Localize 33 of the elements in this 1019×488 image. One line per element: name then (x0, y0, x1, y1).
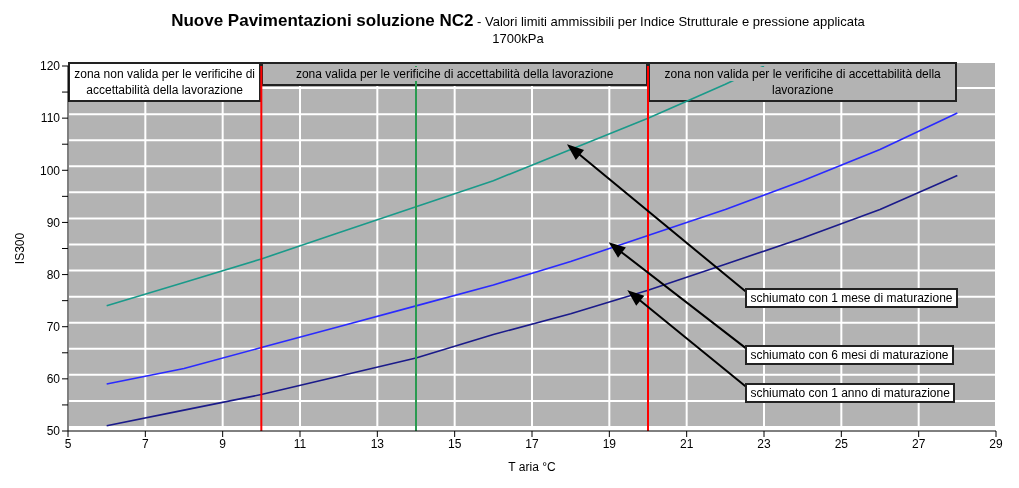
line-series (105, 112, 959, 385)
band-label: zona valida per le verificihe di accettabilità della lavorazione (295, 67, 614, 81)
y-tick-label: 70 (46, 319, 61, 334)
x-tick-label: 23 (757, 436, 771, 451)
chart-subtitle: - Valori limiti ammissibili per Indice Strutturale e pressione applicata 1700kPa (477, 14, 865, 46)
y-tick-label: 80 (46, 267, 61, 282)
x-tick-label: 19 (602, 436, 617, 451)
line-series (105, 174, 959, 427)
x-tick-label: 5 (64, 436, 72, 451)
band-label: zona non valida per le verificihe di accettabilità della lavorazione (664, 67, 941, 97)
x-tick-label: 7 (141, 436, 149, 451)
x-tick-label: 25 (834, 436, 849, 451)
annotation: schiumato con 1 mese di maturazione (745, 288, 958, 309)
y-tick-label: 90 (46, 215, 61, 230)
x-tick-label: 13 (370, 436, 385, 451)
x-tick-label: 29 (989, 436, 1003, 451)
annotation: schiumato con 6 mesi di maturazione (745, 344, 954, 365)
x-tick-label: 11 (293, 436, 307, 451)
x-tick-label: 17 (525, 436, 539, 451)
band-label: zona non valida per le verificihe di accettabilità della lavorazione (74, 67, 256, 97)
y-tick-label: 50 (46, 424, 61, 439)
x-tick-label: 15 (447, 436, 462, 451)
y-tick-label: 60 (46, 372, 61, 387)
y-tick-label: 120 (39, 59, 61, 74)
x-tick-label: 9 (219, 436, 227, 451)
x-tick-label: 27 (911, 436, 926, 451)
chart-title: Nuove Pavimentazioni soluzione NC2 (171, 11, 474, 30)
y-tick-label: 110 (40, 111, 61, 126)
y-tick-label: 100 (39, 163, 61, 178)
annotation: schiumato con 1 anno di maturazione (745, 383, 955, 404)
y-axis-title: IS300 (13, 232, 28, 265)
x-axis-title: T aria °C (508, 460, 556, 474)
x-tick-label: 21 (679, 436, 694, 451)
